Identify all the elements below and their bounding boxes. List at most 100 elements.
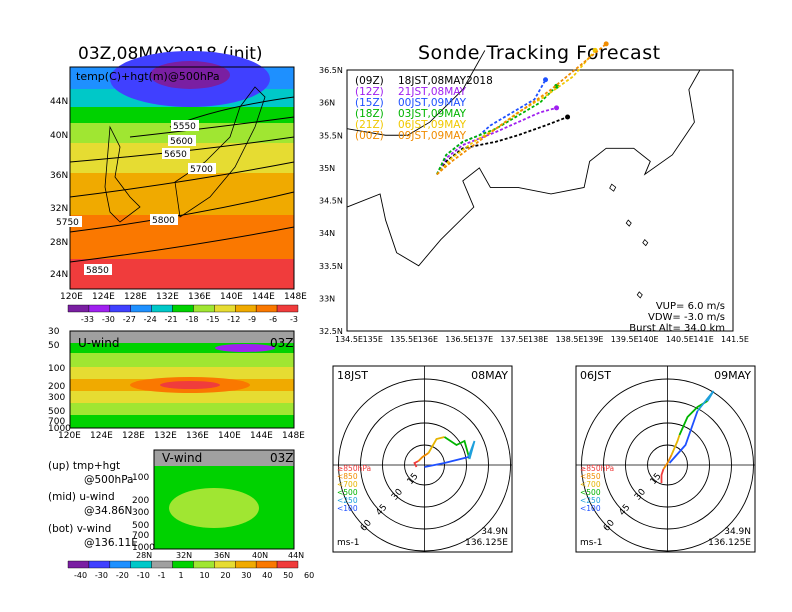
colorbar-cell: [67, 304, 90, 313]
x-tick-label: 136E: [188, 292, 211, 302]
legend-name: (12Z): [355, 86, 384, 98]
track-x-tick: 140.5E: [666, 335, 694, 344]
level-legend: ≥850hPa: [580, 464, 614, 473]
v-colorbar-label: 40: [262, 571, 272, 580]
x-tick-label: 148E: [284, 292, 307, 302]
legend-label: 18JST,08MAY2018: [398, 75, 493, 87]
x-tick-label: 140E: [220, 292, 243, 302]
track-y-tick: 36.5N: [319, 66, 343, 75]
colorbar-cell: [130, 304, 152, 313]
track-info: Burst Alt= 34.0 km: [629, 323, 725, 334]
v-colorbar-cell: [151, 560, 173, 569]
contour-label: 5650: [164, 150, 187, 160]
hodograph-trace: [670, 434, 681, 456]
legend-name: (18Z): [355, 108, 384, 120]
level-legend: <100: [337, 504, 358, 513]
note-mid-line2: @34.86N: [84, 505, 133, 517]
track-map: (09Z) 18JST,08MAY2018 (12Z) 21JST,08MAY (15Z…: [319, 41, 749, 344]
colorbar-cell: [172, 304, 194, 313]
track-burst-point: [603, 41, 609, 47]
track-burst-point: [554, 105, 560, 111]
colorbar-cell: [109, 304, 131, 313]
u-wind-band: [70, 353, 294, 367]
temp-map-frame: [69, 66, 295, 290]
v-wind-y-tick: 200: [132, 496, 149, 506]
colorbar-label: -21: [165, 315, 178, 324]
track-x-tick: 135E: [363, 335, 383, 344]
colorbar-label: -27: [123, 315, 136, 324]
x-tick-label: 124E: [92, 292, 115, 302]
colorbar-label: -3: [290, 315, 298, 324]
x-tick-label: 128E: [124, 292, 147, 302]
y-tick-label: 32N: [50, 204, 68, 214]
track-x-tick: 136E: [418, 335, 438, 344]
colorbar-cell: [276, 304, 299, 313]
hodograph-lon: 136.125E: [708, 538, 751, 548]
hodograph-trace: [427, 436, 445, 454]
track-y-tick: 35N: [319, 164, 335, 173]
y-tick-label: 40N: [50, 131, 68, 141]
v-colorbar-label: 1: [179, 571, 184, 580]
track-y-tick: 35.5N: [319, 131, 343, 140]
contour-label: 5850: [86, 266, 109, 276]
v-colorbar-cell: [130, 560, 152, 569]
u-wind-x-tick: 128E: [122, 431, 145, 441]
u-wind-band: [70, 415, 294, 428]
hodograph-lon: 136.125E: [465, 538, 508, 548]
v-wind-x-tick: 32N: [176, 551, 192, 560]
island: [609, 183, 617, 192]
hodograph-trace: [668, 410, 699, 464]
track-info: VUP= 6.0 m/s: [656, 301, 725, 312]
u-wind-y-tick: 1000: [48, 424, 71, 434]
v-wind-y-tick: 700: [132, 531, 149, 541]
v-colorbar-cell: [193, 560, 215, 569]
legend-label: 00JST,09MAY: [398, 97, 467, 109]
legend-label: 21JST,08MAY: [398, 86, 467, 98]
y-tick-label: 36N: [50, 171, 68, 181]
legend-name: (15Z): [355, 97, 384, 109]
note-up-line1: (up) tmp+hgt: [48, 460, 121, 472]
track-y-tick: 33N: [319, 294, 335, 303]
v-wind-x-tick: 36N: [214, 551, 230, 560]
track-x-tick: 135.5E: [390, 335, 418, 344]
hodograph-date: 08MAY: [471, 369, 508, 382]
temp-band: [70, 123, 294, 143]
u-wind-y-tick: 100: [48, 364, 65, 374]
colorbar-label: -6: [269, 315, 277, 324]
v-wind-x-tick: 28N: [136, 551, 152, 560]
v-wind-patch: [169, 488, 259, 528]
v-colorbar-label: 50: [283, 571, 293, 580]
contour-label-bg: [150, 214, 178, 225]
level-legend: <250: [580, 496, 601, 505]
v-wind-x-tick: 44N: [288, 551, 304, 560]
hodograph-lat: 34.9N: [481, 527, 508, 537]
legend-name: (00Z): [355, 130, 384, 142]
x-tick-label: 132E: [156, 292, 179, 302]
island: [642, 239, 649, 247]
u-wind-frame: [69, 330, 295, 429]
level-legend: ≥850hPa: [337, 464, 371, 473]
level-legend: <250: [337, 496, 358, 505]
track-line: [436, 43, 607, 176]
track-x-tick: 140E: [638, 335, 658, 344]
note-bot-line1: (bot) v-wind: [48, 523, 112, 535]
track-x-tick: 134.5E: [335, 335, 363, 344]
coastline-korea: [104, 125, 141, 223]
v-colorbar-cell: [109, 560, 131, 569]
island: [636, 291, 643, 299]
level-legend: <850: [580, 472, 601, 481]
v-wind-y-tick: 100: [132, 473, 149, 483]
note-bot: (bot) v-wind @136.11E: [48, 522, 138, 550]
hodograph-unit: ms-1: [580, 538, 602, 548]
island: [625, 219, 632, 227]
hodograph-trace: [662, 454, 673, 470]
v-colorbar-cell: [214, 560, 236, 569]
height-contour: [69, 161, 295, 198]
u-wind-band: [70, 391, 294, 403]
hodograph-trace: [444, 436, 471, 460]
colorbar-label: -15: [206, 315, 219, 324]
track-x-tick: 137E: [473, 335, 493, 344]
u-wind-time: 03Z: [270, 336, 294, 350]
